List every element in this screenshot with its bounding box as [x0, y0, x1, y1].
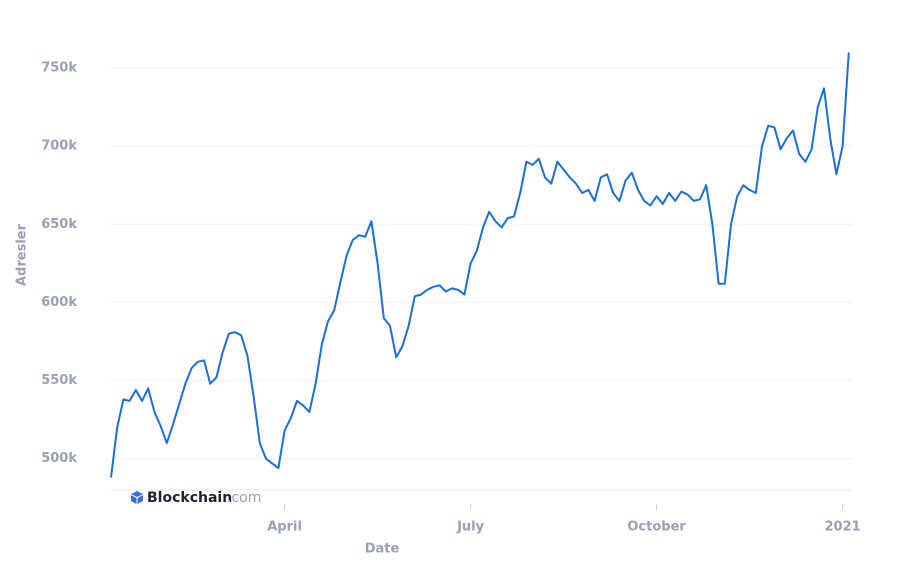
x-axis-label: Date — [365, 542, 400, 557]
x-tick-label: April — [267, 520, 302, 535]
y-axis-label: Adresler — [15, 223, 30, 286]
y-tick-label: 700k — [41, 139, 77, 154]
line — [110, 52, 850, 478]
y-tick-label: 550k — [41, 373, 77, 388]
x-tick-label: 2021 — [825, 520, 861, 535]
watermark: Blockchain .com — [131, 490, 261, 506]
x-tick-label: October — [627, 520, 686, 535]
y-tick-label: 750k — [41, 61, 77, 76]
watermark-suffix: .com — [227, 490, 261, 506]
watermark-logo — [131, 491, 143, 504]
y-tick-label: 500k — [41, 451, 77, 466]
y-tick-label: 650k — [41, 217, 77, 232]
y-tick-label: 600k — [41, 295, 77, 310]
watermark-brand: Blockchain — [147, 490, 232, 506]
x-tick-label: July — [456, 520, 485, 535]
